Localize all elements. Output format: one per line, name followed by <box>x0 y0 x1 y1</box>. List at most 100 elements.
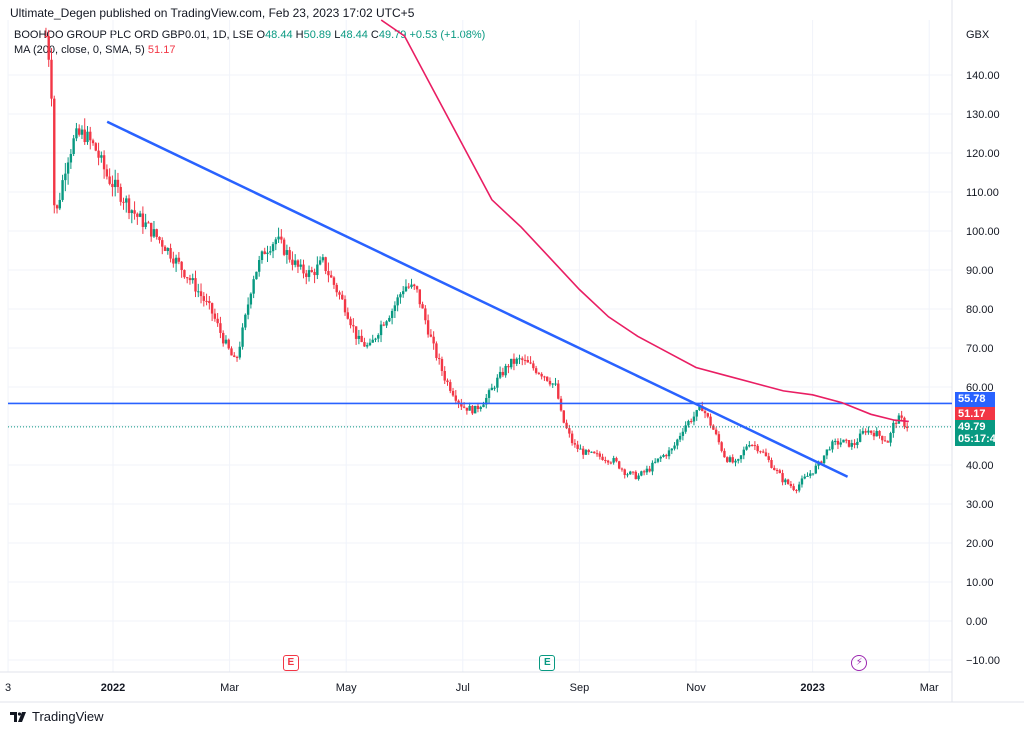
x-tick-label: Mar <box>920 682 939 694</box>
candle-body <box>742 449 746 456</box>
candle-body <box>712 425 715 430</box>
x-tick-label: May <box>336 682 357 694</box>
candle-body <box>559 398 563 411</box>
candle-body <box>141 213 145 227</box>
candle-body <box>329 275 333 278</box>
candle-body <box>831 441 834 450</box>
candle-body <box>554 383 557 385</box>
last-price-tag: 49.79 05:17:48 <box>955 419 1003 446</box>
candle-body <box>266 252 269 255</box>
y-tick-label: 130.00 <box>966 109 1000 121</box>
candle-body <box>285 250 289 255</box>
candle-body <box>678 435 682 440</box>
candle-body <box>797 484 801 491</box>
candle-body <box>263 251 266 255</box>
dividend-event-marker[interactable]: ⚡ <box>851 655 868 671</box>
candle-body <box>584 450 588 455</box>
candle-body <box>161 240 164 247</box>
x-tick-label: Nov <box>686 682 706 694</box>
candle-body <box>199 291 203 297</box>
candle-body <box>136 213 139 217</box>
tradingview-logo-icon <box>10 711 26 722</box>
candle-body <box>288 250 291 260</box>
candle-body <box>839 442 842 445</box>
candle-body <box>271 244 275 252</box>
ma-label[interactable]: MA (200, close, 0, SMA, 5) <box>14 44 145 56</box>
candle-body <box>241 327 244 347</box>
candle-body <box>185 277 189 279</box>
candle-body <box>440 359 444 372</box>
candle-body <box>426 320 430 335</box>
symbol-name[interactable]: BOOHOO GROUP PLC ORD GBP0.01, 1D, LSE <box>14 29 254 41</box>
candle-body <box>327 271 330 276</box>
candle-body <box>291 259 294 265</box>
earnings-event-marker[interactable]: E <box>539 655 556 671</box>
candle-body <box>764 452 768 457</box>
candle-body <box>216 318 219 324</box>
candle-body <box>307 270 311 277</box>
candle-body <box>518 358 521 360</box>
candle-body <box>836 440 840 445</box>
bar-countdown: 05:17:48 <box>958 432 1003 445</box>
candle-body <box>407 286 410 288</box>
candle-body <box>493 387 496 389</box>
candle-body <box>202 296 206 301</box>
x-tick-label: Jul <box>456 682 470 694</box>
ma-price-tag: 51.17 <box>955 407 995 423</box>
candle-body <box>293 260 297 265</box>
close-label: C <box>370 29 379 41</box>
candle-body <box>113 179 117 188</box>
candle-body <box>687 421 690 426</box>
candle-body <box>302 264 305 274</box>
candle-body <box>667 450 671 457</box>
candle-body <box>465 407 469 411</box>
candle-body <box>396 297 399 306</box>
candle-body <box>58 199 62 209</box>
candle-body <box>125 198 128 203</box>
candle-body <box>903 417 906 427</box>
candle-body <box>191 278 194 281</box>
earnings-event-marker[interactable]: E <box>282 655 299 671</box>
y-tick-label: 60.00 <box>966 382 994 394</box>
candle-body <box>180 261 183 271</box>
candle-body <box>789 484 793 487</box>
candle-body <box>100 155 103 158</box>
candle-body <box>728 457 732 462</box>
candle-body <box>545 376 549 381</box>
candle-body <box>822 455 826 464</box>
candle-body <box>609 462 613 464</box>
candle-body <box>701 406 704 412</box>
y-tick-label: 30.00 <box>966 499 994 511</box>
candle-body <box>703 411 707 414</box>
candle-body <box>878 430 881 436</box>
change-value: +0.53 (+1.08%) <box>409 29 486 41</box>
candle-body <box>382 324 386 326</box>
candle-body <box>368 342 372 346</box>
candle-body <box>388 317 391 322</box>
candle-body <box>208 300 211 304</box>
ma-value: 51.17 <box>147 44 176 56</box>
candle-body <box>498 371 502 378</box>
candle-body <box>158 236 161 241</box>
candle-body <box>800 478 804 485</box>
candle-body <box>468 405 471 411</box>
candle-body <box>482 404 485 408</box>
candle-body <box>127 198 131 214</box>
candle-body <box>845 439 848 441</box>
candle-body <box>282 239 286 255</box>
candle-body <box>709 416 712 426</box>
candle-body <box>814 465 818 474</box>
y-tick-label: 120.00 <box>966 148 1000 160</box>
tradingview-brand[interactable]: TradingView <box>10 709 104 724</box>
candle-body <box>775 470 779 472</box>
candle-body <box>773 467 776 471</box>
candle-body <box>842 439 845 443</box>
candle-body <box>883 440 887 442</box>
candle-body <box>803 476 806 479</box>
candle-body <box>360 335 363 343</box>
candle-body <box>593 451 596 454</box>
candle-body <box>47 36 50 60</box>
y-tick-label: 140.00 <box>966 70 1000 82</box>
candle-body <box>551 383 554 385</box>
